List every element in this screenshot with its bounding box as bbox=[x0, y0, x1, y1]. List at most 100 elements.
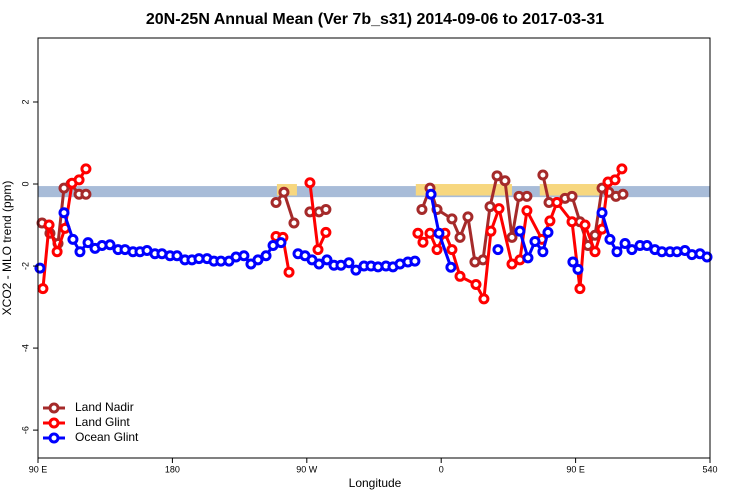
chart-title: 20N-25N Annual Mean (Ver 7b_s31) 2014-09… bbox=[146, 11, 604, 28]
x-tick-label: 90 E bbox=[29, 464, 48, 474]
y-tick-label: 2 bbox=[20, 99, 30, 104]
legend-label: Ocean Glint bbox=[75, 430, 139, 444]
y-tick-label: -6 bbox=[20, 426, 30, 434]
point bbox=[171, 250, 183, 262]
point bbox=[529, 235, 541, 247]
point bbox=[73, 174, 85, 186]
point bbox=[499, 175, 511, 187]
point bbox=[80, 188, 92, 200]
point bbox=[609, 174, 621, 186]
point bbox=[566, 190, 578, 202]
point bbox=[343, 257, 355, 269]
point bbox=[619, 237, 631, 249]
point bbox=[416, 203, 428, 215]
y-tick-label: -4 bbox=[20, 344, 30, 352]
point bbox=[484, 201, 496, 213]
y-tick-label: -2 bbox=[20, 262, 30, 270]
point bbox=[521, 205, 533, 217]
point bbox=[477, 254, 489, 266]
band bbox=[415, 184, 512, 196]
point bbox=[611, 246, 623, 258]
point bbox=[506, 258, 518, 270]
x-tick-label: 0 bbox=[439, 464, 444, 474]
x-tick-label: 90 W bbox=[296, 464, 318, 474]
point bbox=[491, 170, 503, 182]
point bbox=[320, 226, 332, 238]
point bbox=[312, 244, 324, 256]
point bbox=[589, 246, 601, 258]
point bbox=[566, 216, 578, 228]
point bbox=[567, 256, 579, 268]
legend-marker bbox=[48, 402, 60, 414]
legend-marker bbox=[48, 417, 60, 429]
point bbox=[445, 261, 457, 273]
point bbox=[617, 188, 629, 200]
point bbox=[43, 219, 55, 231]
point bbox=[701, 251, 713, 263]
plot-frame bbox=[37, 37, 711, 459]
point bbox=[409, 255, 421, 267]
point bbox=[288, 217, 300, 229]
y-axis-label: XCO2 - MLO trend (ppm) bbox=[0, 181, 14, 316]
point bbox=[542, 226, 554, 238]
legend-label: Land Glint bbox=[75, 415, 130, 429]
point bbox=[431, 244, 443, 256]
point bbox=[454, 231, 466, 243]
point bbox=[521, 190, 533, 202]
point bbox=[596, 207, 608, 219]
point bbox=[478, 293, 490, 305]
point bbox=[58, 207, 70, 219]
point bbox=[544, 215, 556, 227]
plot-marks bbox=[34, 163, 713, 305]
point bbox=[462, 211, 474, 223]
legend-marker bbox=[48, 432, 60, 444]
y-tick-label: 0 bbox=[20, 182, 30, 187]
x-tick-label: 540 bbox=[702, 464, 717, 474]
point bbox=[446, 213, 458, 225]
point bbox=[34, 262, 46, 274]
point bbox=[522, 252, 534, 264]
point bbox=[493, 203, 505, 215]
point bbox=[433, 227, 445, 239]
point bbox=[537, 169, 549, 181]
point bbox=[424, 227, 436, 239]
point bbox=[470, 279, 482, 291]
point bbox=[252, 254, 264, 266]
point bbox=[492, 244, 504, 256]
point bbox=[278, 186, 290, 198]
point bbox=[412, 227, 424, 239]
point bbox=[350, 264, 362, 276]
point bbox=[270, 196, 282, 208]
point bbox=[321, 254, 333, 266]
point bbox=[626, 244, 638, 256]
point bbox=[506, 231, 518, 243]
point bbox=[616, 163, 628, 175]
point bbox=[74, 246, 86, 258]
point bbox=[417, 236, 429, 248]
point bbox=[604, 233, 616, 245]
point bbox=[82, 237, 94, 249]
point bbox=[454, 270, 466, 282]
point bbox=[238, 250, 250, 262]
point bbox=[67, 233, 79, 245]
point bbox=[37, 283, 49, 295]
point bbox=[80, 163, 92, 175]
point bbox=[51, 246, 63, 258]
point bbox=[551, 196, 563, 208]
point bbox=[641, 240, 653, 252]
point bbox=[579, 219, 591, 231]
legend-label: Land Nadir bbox=[75, 400, 134, 414]
point bbox=[514, 225, 526, 237]
point bbox=[446, 244, 458, 256]
point bbox=[574, 283, 586, 295]
point bbox=[104, 239, 116, 251]
x-tick-label: 180 bbox=[165, 464, 180, 474]
point bbox=[485, 225, 497, 237]
band bbox=[38, 186, 710, 198]
point bbox=[275, 237, 287, 249]
point bbox=[304, 177, 316, 189]
x-tick-label: 90 E bbox=[566, 464, 585, 474]
point bbox=[572, 263, 584, 275]
